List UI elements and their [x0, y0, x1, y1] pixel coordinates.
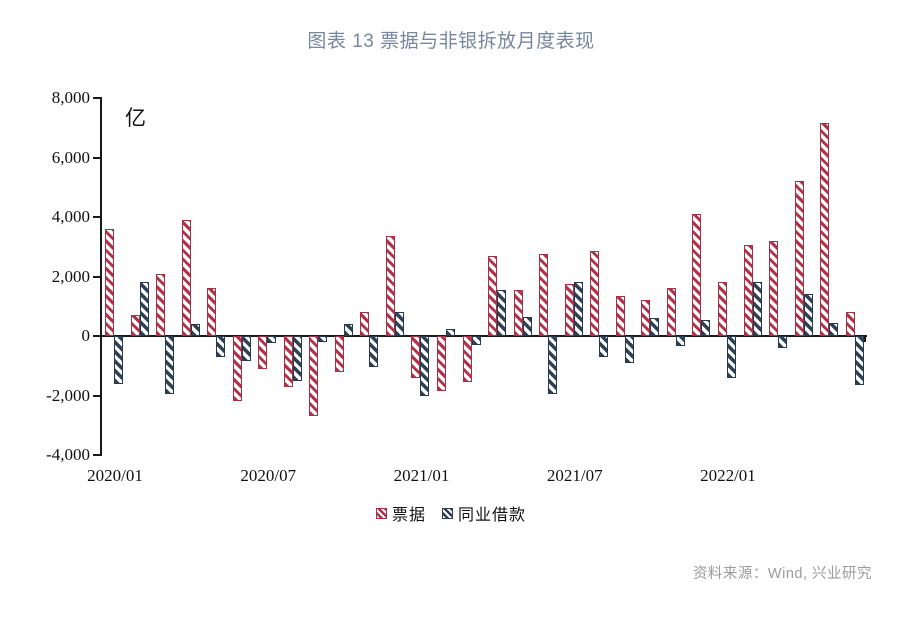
- bar-piaoju: [130, 315, 140, 336]
- bar-tongye-jiekuan: [829, 322, 839, 336]
- bar-tongye-jiekuan: [420, 336, 430, 396]
- x-tick-label: 2021/01: [393, 466, 450, 485]
- legend-item-piaoju: 票据: [375, 501, 426, 525]
- bar-tongye-jiekuan: [701, 319, 711, 336]
- bar-piaoju: [794, 181, 804, 336]
- y-axis-tick: [93, 454, 100, 456]
- y-axis-tick: [93, 216, 100, 218]
- bar-piaoju: [462, 336, 472, 383]
- x-tick-label: 2022/01: [700, 466, 756, 485]
- bar-tongye-jiekuan: [241, 336, 251, 362]
- bar-piaoju: [769, 240, 779, 336]
- bar-tongye-jiekuan: [216, 336, 226, 357]
- bar-piaoju: [258, 336, 268, 369]
- bar-piaoju: [360, 312, 370, 336]
- x-tick-label: 2021/07: [546, 466, 603, 485]
- bar-piaoju: [692, 214, 702, 336]
- bar-tongye-jiekuan: [573, 282, 583, 336]
- y-axis-tick: [93, 156, 100, 159]
- bar-tongye-jiekuan: [522, 316, 532, 336]
- y-axis-tick: [93, 97, 100, 99]
- bar-piaoju: [437, 336, 447, 392]
- legend-label-piaoju: 票据: [391, 505, 426, 524]
- x-axis-zero-line: [100, 335, 867, 337]
- y-tick-label: 4,000: [51, 207, 90, 226]
- bar-tongye-jiekuan: [114, 336, 123, 384]
- bar-tongye-jiekuan: [471, 336, 481, 345]
- bar-tongye-jiekuan: [650, 318, 660, 336]
- y-axis-tick: [93, 275, 100, 278]
- bar-piaoju: [309, 336, 319, 417]
- bar-tongye-jiekuan: [548, 336, 558, 394]
- bar-tongye-jiekuan: [343, 324, 353, 336]
- legend: 票据 同业借款: [0, 501, 902, 525]
- bar-tongye-jiekuan: [394, 312, 404, 336]
- unit-label: 亿: [125, 106, 146, 130]
- bar-tongye-jiekuan: [292, 336, 302, 381]
- bar-tongye-jiekuan: [752, 282, 762, 336]
- bar-piaoju: [641, 300, 651, 336]
- bar-piaoju: [564, 283, 574, 336]
- legend-item-tongye-jiekuan: 同业借款: [442, 501, 526, 525]
- bar-piaoju: [207, 288, 217, 336]
- bar-tongye-jiekuan: [778, 336, 788, 348]
- y-axis-line: [100, 97, 102, 456]
- chart-title: 图表 13 票据与非银拆放月度表现: [307, 31, 595, 52]
- bar-tongye-jiekuan: [726, 336, 736, 378]
- y-tick-label: 2,000: [51, 266, 90, 286]
- bar-piaoju: [743, 245, 753, 336]
- bar-piaoju: [845, 312, 855, 336]
- legend-label-tongye-jiekuan: 同业借款: [458, 505, 527, 524]
- bar-piaoju: [411, 336, 421, 378]
- y-tick-label: -4,000: [46, 445, 90, 464]
- bar-piaoju: [232, 336, 242, 402]
- bar-tongye-jiekuan: [446, 328, 456, 336]
- bar-piaoju: [539, 254, 549, 336]
- bar-piaoju: [156, 273, 166, 336]
- bar-tongye-jiekuan: [267, 336, 277, 344]
- bar-piaoju: [283, 336, 293, 387]
- tongye-jiekuan-hatch-swatch-icon: [442, 507, 453, 519]
- bar-piaoju: [488, 255, 498, 336]
- bar-tongye-jiekuan: [190, 324, 200, 336]
- source-note: 资料来源：Wind, 兴业研究: [692, 566, 872, 582]
- bar-piaoju: [717, 282, 727, 336]
- bar-tongye-jiekuan: [318, 336, 328, 342]
- x-tick-label: 2020/01: [87, 466, 143, 485]
- bar-piaoju: [820, 123, 830, 336]
- piaoju-hatch-swatch-icon: [375, 507, 387, 519]
- bar-piaoju: [666, 288, 676, 336]
- bar-tongye-jiekuan: [803, 294, 813, 336]
- bar-piaoju: [334, 336, 344, 372]
- y-axis-tick: [93, 394, 100, 397]
- x-tick-label: 2020/07: [240, 466, 297, 485]
- bar-tongye-jiekuan: [675, 336, 685, 347]
- y-tick-label: 0: [81, 326, 91, 345]
- bar-tongye-jiekuan: [165, 336, 175, 394]
- bar-tongye-jiekuan: [854, 336, 864, 386]
- bar-tongye-jiekuan: [497, 289, 507, 336]
- bar-piaoju: [590, 251, 600, 336]
- y-tick-label: 8,000: [51, 88, 90, 107]
- bar-piaoju: [105, 228, 114, 336]
- bar-tongye-jiekuan: [624, 336, 634, 363]
- bar-piaoju: [513, 289, 523, 336]
- y-tick-label: 6,000: [51, 147, 90, 167]
- bar-piaoju: [385, 236, 395, 336]
- bar-piaoju: [181, 219, 191, 336]
- x-axis-end-tick: [864, 337, 866, 342]
- y-axis-tick: [93, 335, 100, 337]
- bar-tongye-jiekuan: [369, 336, 379, 368]
- bar-piaoju: [615, 295, 625, 336]
- y-tick-label: -2,000: [46, 385, 90, 405]
- bar-tongye-jiekuan: [599, 336, 609, 357]
- bar-tongye-jiekuan: [139, 282, 149, 336]
